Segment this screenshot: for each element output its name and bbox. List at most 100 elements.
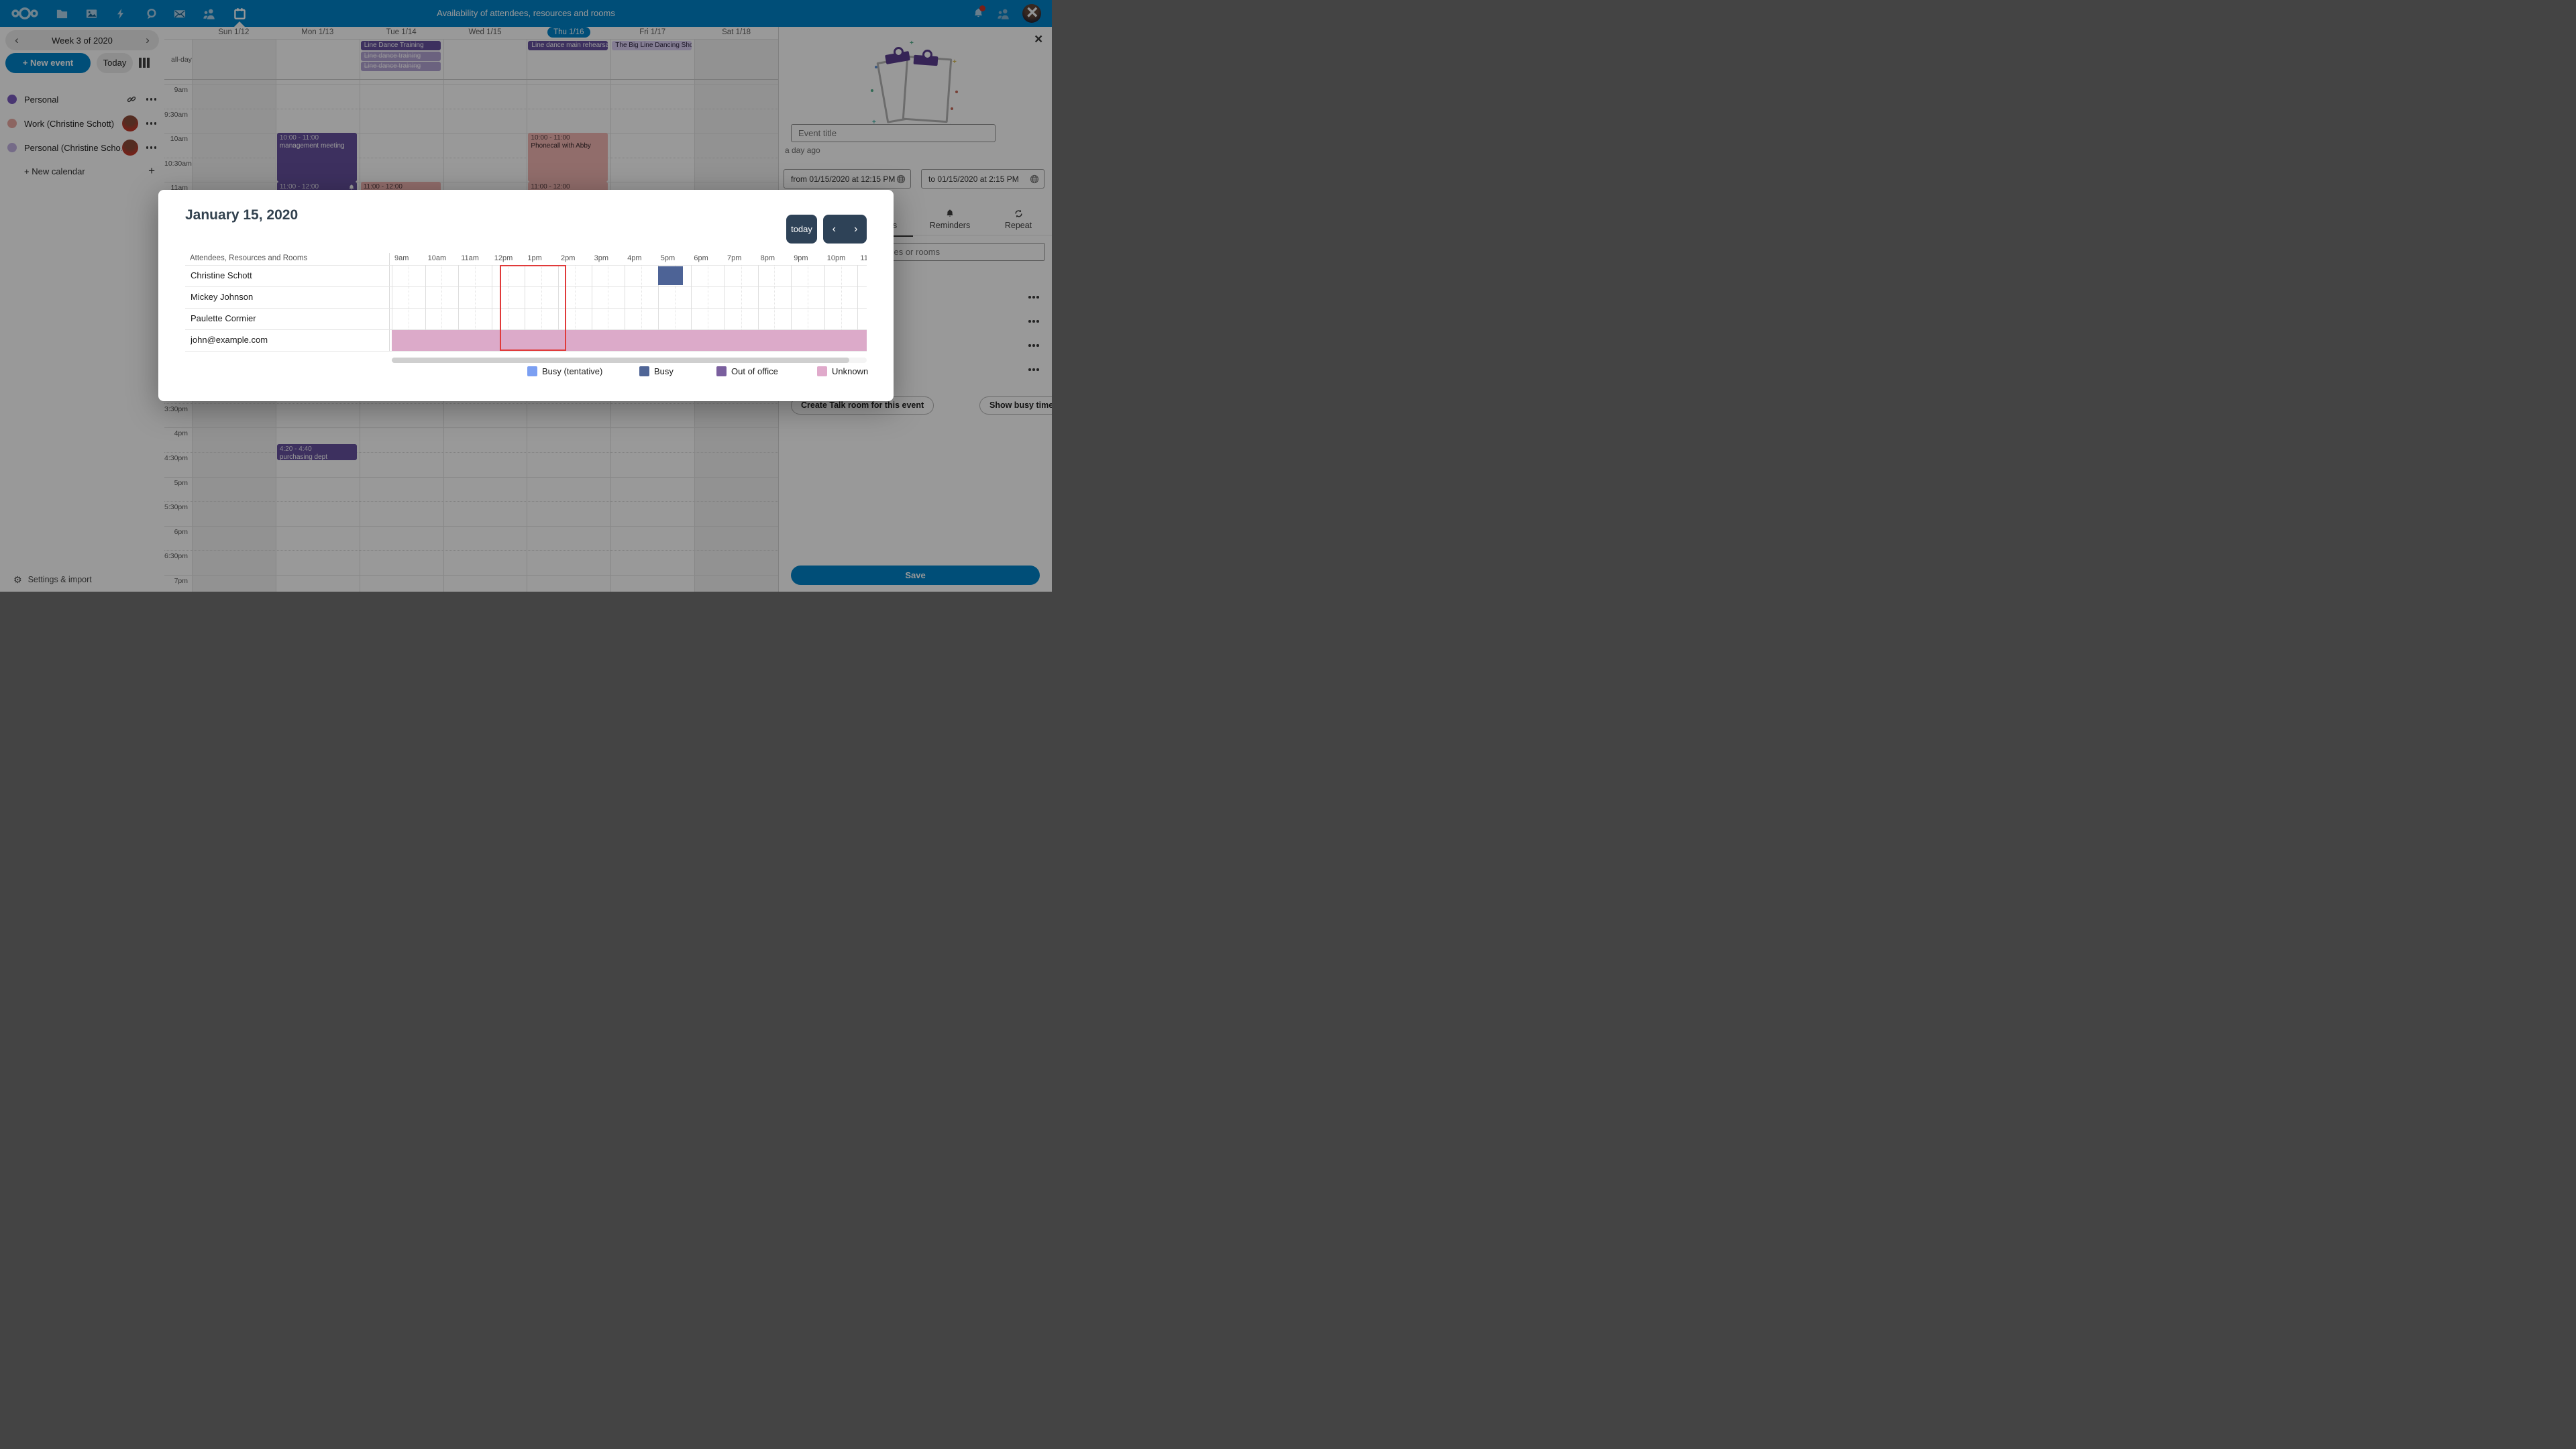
calendar-name: Work (Christine Schott) [24, 118, 115, 129]
files-icon[interactable] [47, 0, 76, 27]
more-options-icon[interactable] [1026, 362, 1042, 378]
timezone-globe-icon[interactable] [1030, 174, 1039, 184]
allday-event[interactable]: Line dance main rehearsal [528, 41, 608, 50]
legend-item: Busy [639, 366, 674, 376]
timeline-hour-label: 9pm [794, 254, 808, 262]
new-event-button[interactable]: + New event [5, 53, 91, 73]
slot-line [164, 452, 778, 453]
event-title-input[interactable] [791, 124, 996, 142]
today-button[interactable]: Today [97, 53, 133, 73]
timeline-hour-label: 9am [394, 254, 409, 262]
close-overlay-icon[interactable]: × [1026, 1, 1038, 23]
prev-week-button[interactable]: ‹ [15, 34, 19, 46]
selected-time-range[interactable] [500, 265, 567, 351]
unknown-availability-fill [392, 329, 867, 351]
timeline-hour-label: 11pm [860, 254, 867, 262]
more-options-icon[interactable] [1026, 313, 1042, 329]
availability-modal: January 15, 2020 today ‹ › Attendees, Re… [158, 190, 894, 401]
slot-line [164, 427, 778, 429]
calendar-menu-icon[interactable] [144, 142, 160, 153]
calendar-owner-avatar [121, 115, 138, 131]
legend-label: Unknown [832, 366, 869, 376]
slot-line [164, 84, 778, 85]
calendar-owner-avatar [121, 140, 138, 156]
timezone-globe-icon[interactable] [896, 174, 906, 184]
half-hour-line [774, 265, 775, 351]
view-toggle-icon[interactable] [139, 58, 150, 68]
legend-item: Busy (tentative) [527, 366, 602, 376]
close-icon[interactable]: × [1034, 32, 1043, 47]
row-separator [185, 286, 867, 287]
event-time: 10:00 - 11:00 [531, 134, 570, 142]
busy-block [657, 266, 683, 285]
timeline-hour-label: 10am [427, 254, 447, 262]
more-options-icon[interactable] [1026, 289, 1042, 305]
activity-icon[interactable] [106, 0, 136, 27]
contacts-menu-icon[interactable] [989, 0, 1018, 27]
more-options-icon[interactable] [1026, 337, 1042, 354]
mail-icon[interactable] [165, 0, 195, 27]
tab-repeat[interactable]: Repeat [987, 207, 1050, 235]
contacts-icon[interactable] [195, 0, 224, 27]
timeline-hour-label: 3pm [594, 254, 608, 262]
timeline-hour-label: 4pm [627, 254, 642, 262]
modal-date-title: January 15, 2020 [185, 207, 299, 223]
day-header: Tue 1/14 [386, 28, 417, 36]
event-start-field[interactable]: from 01/15/2020 at 12:15 PM [784, 169, 911, 189]
modal-today-button[interactable]: today [786, 215, 817, 244]
modal-prev-button[interactable]: ‹ [832, 223, 836, 235]
slot-line [164, 501, 778, 502]
calendar-list-item[interactable]: Work (Christine Schott) [0, 114, 164, 133]
timeline-scrollbar-thumb[interactable] [392, 358, 849, 363]
show-busy-times-button[interactable]: Show busy times [979, 396, 1052, 415]
legend-item: Out of office [716, 366, 778, 376]
event-title: Phonecall with Abby [531, 142, 591, 150]
modal-next-button[interactable]: › [854, 223, 858, 235]
half-hour-line [741, 265, 742, 351]
timeline-hour-label: 11am [461, 254, 479, 262]
tab-reminders[interactable]: Reminders [918, 207, 981, 235]
next-week-button[interactable]: › [146, 34, 150, 46]
day-header: Wed 1/15 [468, 28, 502, 36]
day-header: Sun 1/12 [218, 28, 250, 36]
new-calendar-item[interactable]: + New calendar + [24, 164, 155, 177]
legend-item: Unknown [817, 366, 868, 376]
event-end-field[interactable]: to 01/15/2020 at 2:15 PM [921, 169, 1044, 189]
legend-swatch [639, 366, 649, 376]
save-button[interactable]: Save [791, 566, 1040, 585]
calendar-event[interactable]: 10:00 - 11:00 Phonecall with Abby [528, 133, 608, 182]
hour-line [425, 265, 426, 351]
calendar-menu-icon[interactable] [144, 94, 160, 105]
half-hour-line [674, 265, 676, 351]
legend-label: Out of office [731, 366, 778, 376]
allday-event[interactable]: Line dance training [360, 62, 441, 71]
talk-icon[interactable] [136, 0, 166, 27]
calendar-event[interactable]: 10:00 - 11:00 management meeting [276, 133, 357, 182]
event-title: purchasing dept [279, 453, 328, 461]
calendar-app-icon[interactable] [225, 0, 254, 27]
attendee-row-menu [1020, 362, 1047, 378]
attendee-name: john@example.com [191, 335, 268, 345]
allday-event[interactable]: Line dance training [360, 51, 441, 61]
photos-icon[interactable] [76, 0, 106, 27]
calendar-event[interactable]: 4:20 - 4:40 purchasing dept [276, 443, 357, 461]
user-avatar[interactable]: × [1022, 1, 1041, 23]
time-gutter-label: 10:30am [164, 159, 192, 168]
share-link-icon[interactable] [126, 94, 137, 105]
timeline-scrollbar-track[interactable] [392, 358, 867, 363]
time-gutter-label: 4:30pm [164, 454, 189, 462]
calendar-menu-icon[interactable] [144, 118, 160, 129]
calendar-list-item[interactable]: Personal (Christine Scho…) [0, 138, 164, 157]
day-header: Mon 1/13 [301, 28, 334, 36]
nextcloud-logo-icon[interactable] [10, 0, 40, 27]
hour-line [757, 265, 759, 351]
allday-event[interactable]: Line Dance Training [360, 41, 441, 50]
legend-label: Busy (tentative) [542, 366, 603, 376]
calendar-list-item[interactable]: Personal [0, 90, 164, 109]
timeline-hour-label: 1pm [527, 254, 542, 262]
availability-timeline: 9am 10am 11am 12pm 1pm 2pm 3pm 4pm 5pm 6pm 7pm 8pm 9… [392, 252, 867, 368]
allday-event[interactable]: The Big Line Dancing Show [612, 41, 692, 50]
settings-import[interactable]: ⚙ Settings & import [13, 574, 92, 585]
notifications-bell-icon[interactable] [963, 0, 993, 27]
repeat-icon [987, 207, 1050, 219]
